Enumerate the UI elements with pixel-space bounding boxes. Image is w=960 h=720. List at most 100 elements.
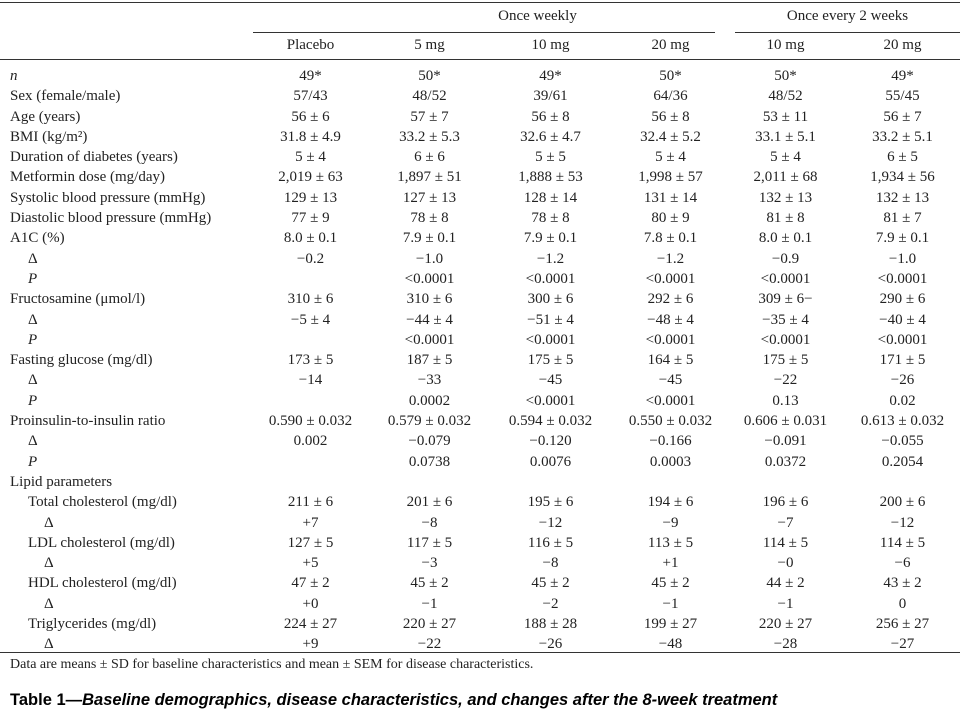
- table-row: LDL cholesterol (mg/dl) 127 ± 5 117 ± 5 116…: [0, 533, 960, 553]
- table-cell: 187 ± 5: [406, 352, 453, 369]
- table-row: Age (years) 56 ± 6 57 ± 7 56 ± 8 56 ± 8 53 ± …: [0, 107, 960, 127]
- row-label: Fructosamine (μmol/l): [10, 291, 146, 308]
- table-cell: 290 ± 6: [879, 291, 926, 308]
- column-header-weekly-10mg: 10 mg: [531, 37, 570, 53]
- table-cell: −1: [777, 595, 794, 612]
- table-cell: 310 ± 6: [406, 291, 453, 308]
- table-cell: <0.0001: [404, 331, 455, 348]
- table-cell: 78 ± 8: [531, 210, 570, 227]
- table-cell: 2,011 ± 68: [753, 169, 818, 186]
- table-cell: −45: [538, 372, 563, 389]
- table-cell: 49*: [539, 68, 562, 84]
- table-cell: <0.0001: [645, 331, 696, 348]
- table-cell: 0.0003: [649, 453, 692, 470]
- row-label: Δ: [44, 555, 54, 572]
- table-cell: 8.0 ± 0.1: [283, 230, 338, 247]
- table-cell: −28: [773, 636, 798, 653]
- table-cell: 117 ± 5: [406, 534, 453, 551]
- table-cell: −2: [542, 595, 559, 612]
- row-label: Δ: [28, 311, 38, 328]
- column-header-weekly-20mg: 20 mg: [651, 37, 690, 53]
- table-cell: <0.0001: [525, 270, 576, 287]
- row-label: Diastolic blood pressure (mmHg): [10, 210, 212, 227]
- table-row: Δ +9 −22 −26 −48 −28 −27: [0, 634, 960, 654]
- data-table-body: n 49* 50* 49* 50* 50* 49* Sex (female/male) 57/4…: [0, 66, 960, 655]
- row-label: HDL cholesterol (mg/dl): [28, 575, 177, 592]
- table-cell: 5 ± 4: [655, 149, 686, 166]
- table-cell: 6 ± 6: [414, 149, 445, 166]
- table-row: Δ +5 −3 −8 +1 −0 −6: [0, 553, 960, 573]
- table-cell: 132 ± 13: [875, 189, 930, 206]
- table-cell: 80 ± 9: [651, 210, 690, 227]
- table-cell: 292 ± 6: [647, 291, 694, 308]
- row-label: P: [28, 453, 38, 470]
- table-cell: 164 ± 5: [647, 352, 694, 369]
- table-cell: −8: [421, 514, 438, 531]
- table-cell: 201 ± 6: [406, 494, 453, 511]
- row-label: Δ: [28, 433, 38, 450]
- table-cell: 5 ± 4: [295, 149, 326, 166]
- table-cell: 129 ± 13: [283, 189, 338, 206]
- table-cell: −40 ± 4: [879, 311, 926, 328]
- table-row: Δ 0.002 −0.079 −0.120 −0.166 −0.091 −0.055: [0, 431, 960, 451]
- table-cell: −7: [777, 514, 794, 531]
- table-cell: 56 ± 8: [651, 108, 690, 125]
- table-cell: −1: [662, 595, 679, 612]
- table-cell: −22: [773, 372, 798, 389]
- table-cell: −35 ± 4: [762, 311, 809, 328]
- table-cell: 116 ± 5: [527, 534, 574, 551]
- table-cell: 1,998 ± 57: [638, 169, 703, 186]
- table-cell: <0.0001: [760, 270, 811, 287]
- table-row: Δ +7 −8 −12 −9 −7 −12: [0, 513, 960, 533]
- row-label: Δ: [44, 514, 54, 531]
- row-label: Systolic blood pressure (mmHg): [10, 189, 206, 206]
- table-cell: 114 ± 5: [762, 534, 809, 551]
- table-cell: <0.0001: [760, 331, 811, 348]
- table-cell: 0.594 ± 0.032: [508, 413, 593, 430]
- table-row: P <0.0001 <0.0001 <0.0001 <0.0001 <0.0001: [0, 269, 960, 289]
- table-cell: 310 ± 6: [287, 291, 334, 308]
- table-row: P <0.0001 <0.0001 <0.0001 <0.0001 <0.0001: [0, 330, 960, 350]
- table-cell: 5 ± 5: [535, 149, 566, 166]
- table-cell: 175 ± 5: [762, 352, 809, 369]
- table-cell: 0.13: [772, 392, 799, 409]
- table-cell: 199 ± 27: [643, 616, 698, 633]
- table-cell: 50*: [659, 68, 682, 84]
- group-header-every-2-weeks: Once every 2 weeks: [786, 8, 909, 24]
- table-cell: 55/45: [885, 88, 920, 105]
- table-cell: 1,888 ± 53: [518, 169, 583, 186]
- table-cell: 114 ± 5: [879, 534, 926, 551]
- table-cell: 224 ± 27: [283, 616, 338, 633]
- row-label: Triglycerides (mg/dl): [28, 616, 157, 633]
- table-cell: 33.2 ± 5.3: [399, 128, 460, 145]
- table-cell: 81 ± 8: [766, 210, 805, 227]
- group-underline-every-2-weeks: [735, 32, 960, 33]
- table-cell: 7.9 ± 0.1: [402, 230, 457, 247]
- table-cell: 6 ± 5: [887, 149, 918, 166]
- row-label: Fasting glucose (mg/dl): [10, 352, 153, 369]
- table-cell: 49*: [299, 68, 322, 84]
- table-cell: <0.0001: [645, 392, 696, 409]
- column-header-biweekly-20mg: 20 mg: [883, 37, 922, 53]
- table-cell: <0.0001: [525, 331, 576, 348]
- row-label: Sex (female/male): [10, 88, 121, 105]
- table-cell: 50*: [418, 68, 441, 84]
- table-cell: 7.9 ± 0.1: [523, 230, 578, 247]
- table-cell: −12: [890, 514, 915, 531]
- table-cell: −1: [421, 595, 438, 612]
- table-cell: 256 ± 27: [875, 616, 930, 633]
- table-cell: 43 ± 2: [883, 575, 922, 592]
- table-cell: −0.079: [408, 433, 451, 450]
- table-cell: 171 ± 5: [879, 352, 926, 369]
- table-cell: −48: [658, 636, 683, 653]
- table-cell: 173 ± 5: [287, 352, 334, 369]
- table-cell: −45: [658, 372, 683, 389]
- table-cell: −0.9: [771, 250, 800, 267]
- table-cell: 45 ± 2: [531, 575, 570, 592]
- table-row: Sex (female/male) 57/43 48/52 39/61 64/36 48/…: [0, 86, 960, 106]
- table-cell: −0: [777, 555, 794, 572]
- table-cell: 0.579 ± 0.032: [387, 413, 472, 430]
- row-label: Duration of diabetes (years): [10, 149, 178, 166]
- table-cell: 0.0372: [764, 453, 807, 470]
- table-footnote: Data are means ± SD for baseline charact…: [10, 657, 534, 672]
